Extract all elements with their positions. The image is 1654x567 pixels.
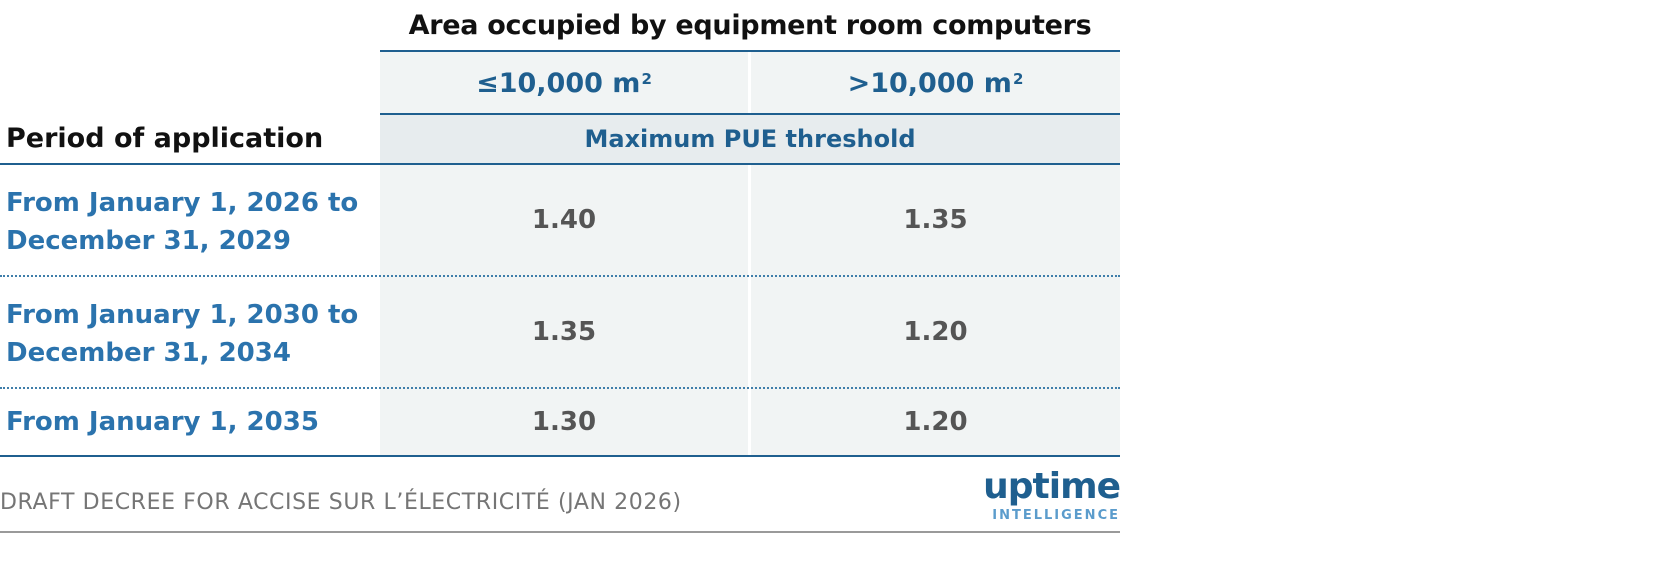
header-bottom-rule	[0, 163, 1120, 165]
footer-rule	[0, 531, 1120, 533]
period-line: December 31, 2029	[6, 226, 291, 256]
period-line: December 31, 2034	[6, 338, 291, 368]
header-top-rule	[380, 50, 1120, 52]
row-divider	[0, 275, 1120, 277]
source-note: DRAFT DECREE FOR ACCISE SUR L’ÉLECTRICIT…	[0, 489, 682, 515]
uptime-logo-subtitle: INTELLIGENCE	[992, 508, 1120, 523]
super-header: Area occupied by equipment room computer…	[408, 9, 1092, 41]
period-column-header: Period of application	[6, 122, 324, 154]
table-row-period: From January 1, 2026 to December 31, 202…	[6, 183, 376, 261]
period-line: From January 1, 2030 to	[6, 300, 359, 330]
column-header-label: >10,000 m	[847, 67, 1012, 99]
column-header-label: ≤10,000 m	[476, 67, 641, 99]
table-cell-value: 1.40	[531, 205, 597, 235]
column-header-exponent: 2	[641, 70, 652, 88]
column-header-exponent: 2	[1012, 70, 1024, 88]
table-row-period: From January 1, 2035	[6, 389, 376, 455]
uptime-logo: uptime	[983, 466, 1121, 507]
table-bottom-rule	[0, 455, 1120, 457]
table-cell-value: 1.35	[531, 317, 597, 347]
table-cell-value: 1.20	[903, 407, 968, 437]
column-separator	[748, 52, 751, 113]
column-header-rule	[380, 113, 1120, 115]
period-line: From January 1, 2026 to	[6, 188, 359, 218]
table-cell-value: 1.30	[531, 407, 597, 437]
table-cell-value: 1.35	[903, 205, 968, 235]
table-row-period: From January 1, 2030 to December 31, 203…	[6, 295, 376, 373]
table-cell-value: 1.20	[903, 317, 968, 347]
metric-subheader: Maximum PUE threshold	[380, 115, 1120, 163]
period-line: From January 1, 2035	[6, 407, 319, 437]
row-divider	[0, 387, 1120, 389]
column-separator	[748, 165, 751, 455]
